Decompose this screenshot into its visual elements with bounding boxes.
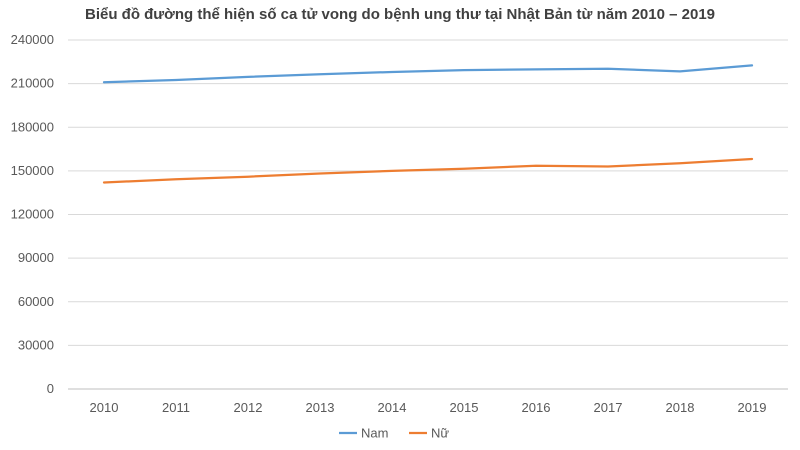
x-tick-label: 2011 — [162, 400, 190, 415]
y-tick-label: 180000 — [11, 119, 54, 134]
series-lines — [102, 64, 754, 184]
y-tick-label: 120000 — [11, 207, 54, 222]
x-axis-tick-labels: 2010 2011 2012 2013 2014 2015 2016 2017 2018 2019 — [90, 400, 767, 415]
chart-title: Biểu đồ đường thể hiện số ca tử vong do … — [84, 6, 716, 23]
legend-label: Nữ — [431, 426, 449, 441]
x-tick-label: 2014 — [378, 400, 407, 415]
x-tick-label: 2013 — [306, 400, 335, 415]
y-tick-label: 210000 — [11, 76, 54, 91]
series-line-Nữ — [102, 157, 754, 184]
x-tick-label: 2018 — [666, 400, 695, 415]
y-tick-label: 90000 — [18, 250, 54, 265]
y-tick-label: 30000 — [18, 337, 54, 352]
y-tick-label: 240000 — [11, 32, 54, 47]
y-tick-label: 0 — [47, 381, 54, 396]
x-tick-label: 2016 — [522, 400, 551, 415]
legend-label: Nam — [361, 426, 388, 441]
x-tick-label: 2015 — [450, 400, 479, 415]
gridlines — [68, 39, 788, 346]
series-line-Nam — [102, 64, 754, 84]
x-tick-label: 2017 — [594, 400, 623, 415]
x-tick-label: 2012 — [234, 400, 263, 415]
x-tick-label: 2010 — [90, 400, 119, 415]
legend: Nam Nữ — [339, 426, 449, 441]
y-axis-tick-labels: 0 30000 60000 90000 120000 150000 180000 210000… — [11, 32, 54, 396]
x-tick-label: 2019 — [738, 400, 767, 415]
y-tick-label: 60000 — [18, 294, 54, 309]
y-tick-label: 150000 — [11, 163, 54, 178]
